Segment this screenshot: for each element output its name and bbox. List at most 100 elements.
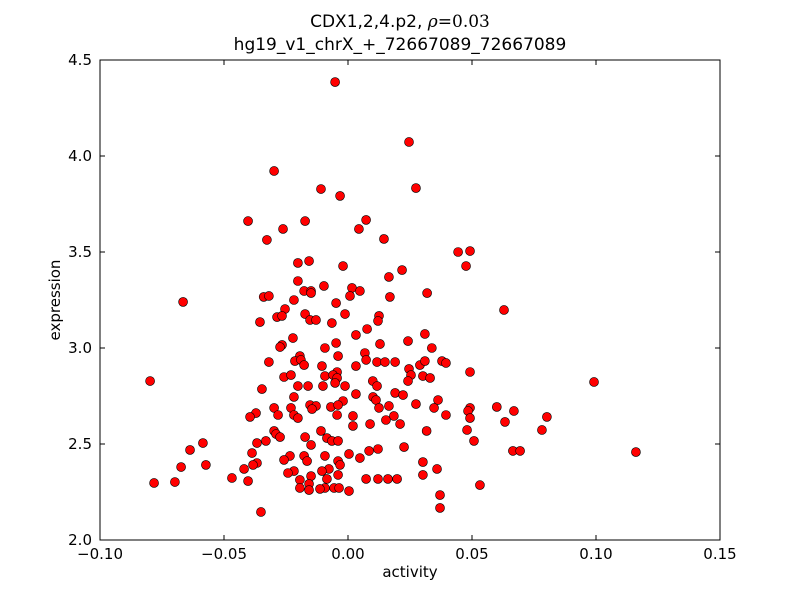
data-point [269,166,279,176]
data-point [338,261,348,271]
data-point [300,432,310,442]
data-point [354,224,364,234]
data-point [373,444,383,454]
data-point [248,460,258,470]
data-point [320,343,330,353]
data-point [330,378,340,388]
x-tick-label: −0.10 [77,545,123,563]
data-point [320,371,330,381]
data-point [304,256,314,266]
data-point [462,425,472,435]
data-point [351,389,361,399]
data-point [381,415,391,425]
x-tick-label: 0.15 [703,545,736,563]
data-point [303,381,313,391]
y-tick-label: 2.0 [68,531,92,549]
data-point [332,410,342,420]
data-point [365,419,375,429]
data-point [432,464,442,474]
data-point [399,442,409,452]
data-point [275,432,285,442]
data-point [273,410,283,420]
data-point [286,370,296,380]
x-axis-label: activity [382,563,437,581]
data-point [331,338,341,348]
data-point [178,297,188,307]
data-point [395,419,405,429]
data-point [404,137,414,147]
x-tick-label: 0.05 [455,545,488,563]
data-point [316,426,326,436]
data-point [243,216,253,226]
data-point [289,295,299,305]
data-point [288,333,298,343]
data-point [306,440,316,450]
data-point [243,476,253,486]
data-point [361,474,371,484]
data-point [255,317,265,327]
data-point [302,456,312,466]
data-point [411,399,421,409]
data-point [306,471,316,481]
data-point [311,315,321,325]
y-axis-label: expression [46,260,64,341]
data-point [379,234,389,244]
data-point [441,410,451,420]
data-point [361,215,371,225]
data-point [256,507,266,517]
data-point [421,426,432,436]
data-point [351,330,361,340]
data-point [340,309,350,319]
data-point [176,462,186,472]
data-point [340,381,350,391]
data-point [420,329,430,339]
data-point [373,474,383,484]
data-point [322,474,332,484]
data-point [295,483,305,493]
data-point [385,292,395,302]
data-point [375,339,385,349]
data-point [335,191,345,201]
data-point [295,475,305,485]
data-point [403,336,413,346]
data-point [277,311,287,321]
axis-ticks: −0.10 −0.05 0.00 0.05 0.10 0.15 2.0 2.5 3.0 3.5 4.… [68,51,737,563]
title-prefix: CDX1,2,4.p2, [310,12,428,32]
data-point [499,305,509,315]
data-point [374,403,384,413]
data-point [392,474,402,484]
data-point [306,288,316,298]
data-point [429,403,439,413]
title-rho-value: =0.03 [437,12,490,32]
data-point [227,473,237,483]
data-point [373,316,383,326]
data-point [469,436,479,446]
data-point [320,451,330,461]
data-point [201,460,211,470]
data-point [333,351,343,361]
title-rho-symbol: ρ [427,12,438,32]
data-point [344,449,354,459]
data-point [361,355,371,365]
data-point [509,406,519,416]
data-point [307,404,317,414]
data-point [435,490,445,500]
chart-title-line1: CDX1,2,4.p2, ρ=0.03 [0,12,800,32]
data-point [331,298,341,308]
data-point [422,288,432,298]
data-point [403,376,413,386]
data-point [384,272,394,282]
data-point [304,485,314,495]
data-point [239,464,249,474]
data-point [299,360,309,370]
data-point [293,258,303,268]
data-point [293,381,303,391]
data-point [475,480,485,490]
data-point [348,411,358,421]
data-point [372,381,382,391]
data-point [316,184,326,194]
data-point [245,412,255,422]
data-point [262,235,272,245]
data-point [278,224,288,234]
